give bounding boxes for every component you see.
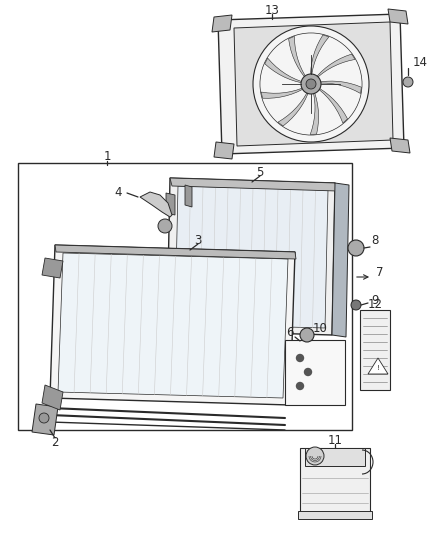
Text: 4: 4 [114, 185, 122, 198]
Circle shape [158, 219, 172, 233]
Text: 11: 11 [328, 433, 343, 447]
Circle shape [306, 447, 324, 465]
Polygon shape [317, 54, 355, 77]
Polygon shape [261, 88, 303, 98]
Polygon shape [50, 245, 295, 405]
Circle shape [351, 300, 361, 310]
Circle shape [297, 354, 304, 361]
Text: !: ! [377, 365, 379, 371]
Text: 5: 5 [256, 166, 264, 179]
Polygon shape [170, 178, 337, 191]
Polygon shape [140, 192, 172, 217]
Polygon shape [214, 142, 234, 159]
Polygon shape [319, 88, 347, 123]
Text: 9: 9 [371, 294, 379, 306]
Text: 2: 2 [51, 435, 59, 448]
Text: 1: 1 [103, 150, 111, 164]
Polygon shape [305, 448, 365, 466]
Bar [300, 448, 370, 516]
Polygon shape [218, 14, 404, 154]
Circle shape [301, 74, 321, 94]
Bar [285, 340, 345, 405]
Bar [18, 163, 352, 430]
Circle shape [300, 328, 314, 342]
Bar [298, 511, 372, 519]
Text: 13: 13 [265, 4, 279, 17]
Text: 8: 8 [371, 233, 379, 246]
Polygon shape [321, 81, 361, 93]
Polygon shape [167, 178, 335, 335]
Circle shape [297, 383, 304, 390]
Polygon shape [42, 385, 63, 410]
Polygon shape [332, 183, 349, 337]
Polygon shape [32, 404, 58, 435]
Polygon shape [55, 245, 296, 259]
Polygon shape [278, 93, 308, 126]
Bar [360, 310, 390, 390]
Circle shape [253, 26, 369, 142]
Text: 3: 3 [194, 233, 201, 246]
Circle shape [348, 240, 364, 256]
Polygon shape [368, 358, 388, 374]
Polygon shape [166, 193, 175, 215]
Polygon shape [185, 185, 192, 207]
Text: 6: 6 [286, 327, 294, 340]
Polygon shape [42, 258, 63, 278]
Circle shape [304, 368, 311, 376]
Polygon shape [212, 15, 232, 32]
Polygon shape [265, 58, 301, 83]
Polygon shape [388, 9, 408, 24]
Circle shape [403, 77, 413, 87]
Polygon shape [175, 186, 328, 328]
Polygon shape [311, 35, 329, 74]
Text: 14: 14 [413, 55, 427, 69]
Polygon shape [234, 22, 393, 146]
Circle shape [39, 413, 49, 423]
Circle shape [306, 79, 316, 89]
Text: 10: 10 [313, 321, 328, 335]
Polygon shape [390, 138, 410, 153]
Polygon shape [310, 93, 318, 134]
Polygon shape [58, 253, 288, 398]
Text: 12: 12 [367, 298, 382, 311]
Polygon shape [289, 36, 305, 77]
Text: 7: 7 [376, 265, 384, 279]
